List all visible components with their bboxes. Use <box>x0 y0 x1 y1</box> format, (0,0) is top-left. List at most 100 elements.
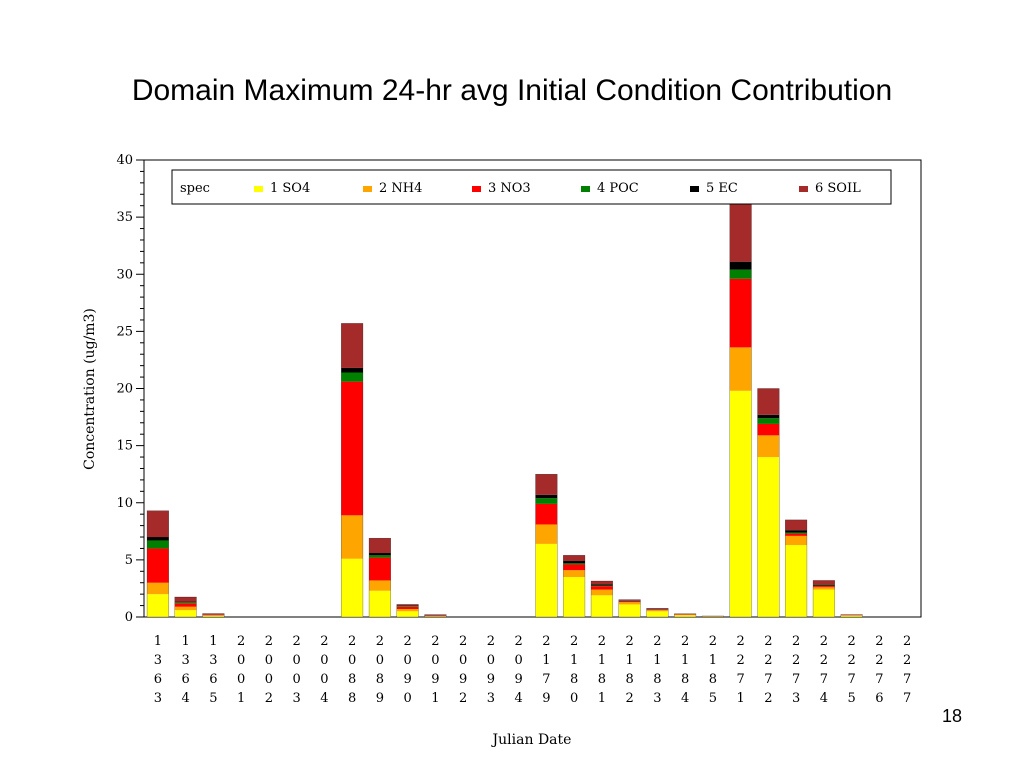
bar-outline <box>646 608 669 618</box>
bar-segment-soil <box>369 538 391 554</box>
bar-segment-soil <box>729 203 752 262</box>
bar-segment-nh4 <box>535 524 558 544</box>
y-tick-label: 30 <box>116 267 133 282</box>
bar-segment-soil <box>674 613 696 615</box>
legend-label: 1 SO4 <box>270 181 310 196</box>
y-tick-label: 10 <box>116 496 133 511</box>
bar-segment-soil <box>341 323 363 368</box>
legend-label: 5 EC <box>706 181 738 196</box>
bar-segment-soil <box>424 614 447 616</box>
bar-outline <box>674 613 697 618</box>
bar-segment-nh4 <box>674 614 696 616</box>
legend-label: 3 NO3 <box>488 181 531 196</box>
bar-segment-ec <box>535 494 558 499</box>
bar-segment-ec <box>174 601 197 603</box>
y-axis: 0 5 10 15 20 25 30 35 40 <box>116 153 144 625</box>
bar-segment-soil <box>202 613 225 615</box>
bar-segment-nh4 <box>563 570 585 578</box>
y-tick-label: 40 <box>116 153 133 168</box>
bar-segment-so4 <box>396 611 419 617</box>
bar-segment-soil <box>757 388 780 415</box>
bar-segment-poc <box>341 372 363 382</box>
bar-segment-soil <box>840 614 863 616</box>
bar-segment-no3 <box>785 533 807 536</box>
x-axis: 1 3 6 3 1 3 6 4 1 3 6 5 2 0 0 1 2 0 0 2 2 0 0 3 2 0 0 4 2 0 8 8 2 0 8 9 2 0 9 0… <box>154 634 912 706</box>
bar-segment-nh4 <box>396 609 419 612</box>
bar-segment-poc <box>174 602 197 604</box>
bar-segment-no3 <box>174 603 197 607</box>
bar-outline <box>202 613 225 618</box>
bar-segment-poc <box>147 540 169 549</box>
bar-segment-ec <box>785 530 807 533</box>
bar-segment-so4 <box>702 616 724 617</box>
bar-segment-no3 <box>147 548 169 583</box>
bar-segment-poc <box>396 606 419 607</box>
bar-segment-nh4 <box>591 589 613 596</box>
y-tick-label: 0 <box>125 610 133 625</box>
bar-segment-nh4 <box>174 606 197 611</box>
bar-segment-poc <box>535 498 558 504</box>
bar-outline <box>341 323 364 618</box>
bar-segment-no3 <box>591 586 613 590</box>
bar-segment-nh4 <box>840 615 863 616</box>
bar-outline <box>424 614 447 618</box>
legend-title: spec <box>180 181 210 196</box>
legend-label: 6 SOIL <box>815 181 861 196</box>
legend-swatch <box>254 186 263 192</box>
bar-segment-so4 <box>341 558 363 617</box>
y-tick-label: 20 <box>116 382 133 397</box>
bar-segment-nh4 <box>646 610 669 612</box>
bar-segment-soil <box>618 599 641 601</box>
bar-segment-poc <box>729 269 752 279</box>
bar-outline <box>396 604 419 618</box>
bar-segment-so4 <box>369 590 391 617</box>
bar-segment-ec <box>341 367 363 373</box>
bar-segment-no3 <box>535 503 558 525</box>
bar-segment-so4 <box>646 611 669 617</box>
bar-outline <box>812 580 835 618</box>
bar-segment-nh4 <box>729 347 752 391</box>
bar-segment-no3 <box>757 423 780 436</box>
bars <box>146 203 863 618</box>
bar-segment-no3 <box>341 381 363 516</box>
bar-segment-so4 <box>757 457 780 617</box>
bar-segment-no3 <box>563 564 585 571</box>
bar-segment-no3 <box>618 601 641 603</box>
bar-segment-so4 <box>785 545 807 617</box>
bar-segment-so4 <box>202 615 225 617</box>
legend-swatch <box>799 186 808 192</box>
bar-segment-no3 <box>369 557 391 581</box>
bar-segment-so4 <box>563 577 585 617</box>
bar-outline <box>590 580 613 618</box>
bar-segment-poc <box>369 555 391 558</box>
y-tick-label: 5 <box>125 553 133 568</box>
bar-segment-no3 <box>396 606 419 610</box>
bar-segment-ec <box>396 605 419 607</box>
bar-segment-soil <box>591 581 613 585</box>
bar-segment-no3 <box>729 278 752 348</box>
bar-segment-ec <box>563 561 585 564</box>
bar-segment-so4 <box>591 595 613 617</box>
bar-outline <box>368 537 391 618</box>
bar-outline <box>146 510 169 618</box>
bar-outline <box>174 596 197 618</box>
bar-outline <box>785 519 808 618</box>
